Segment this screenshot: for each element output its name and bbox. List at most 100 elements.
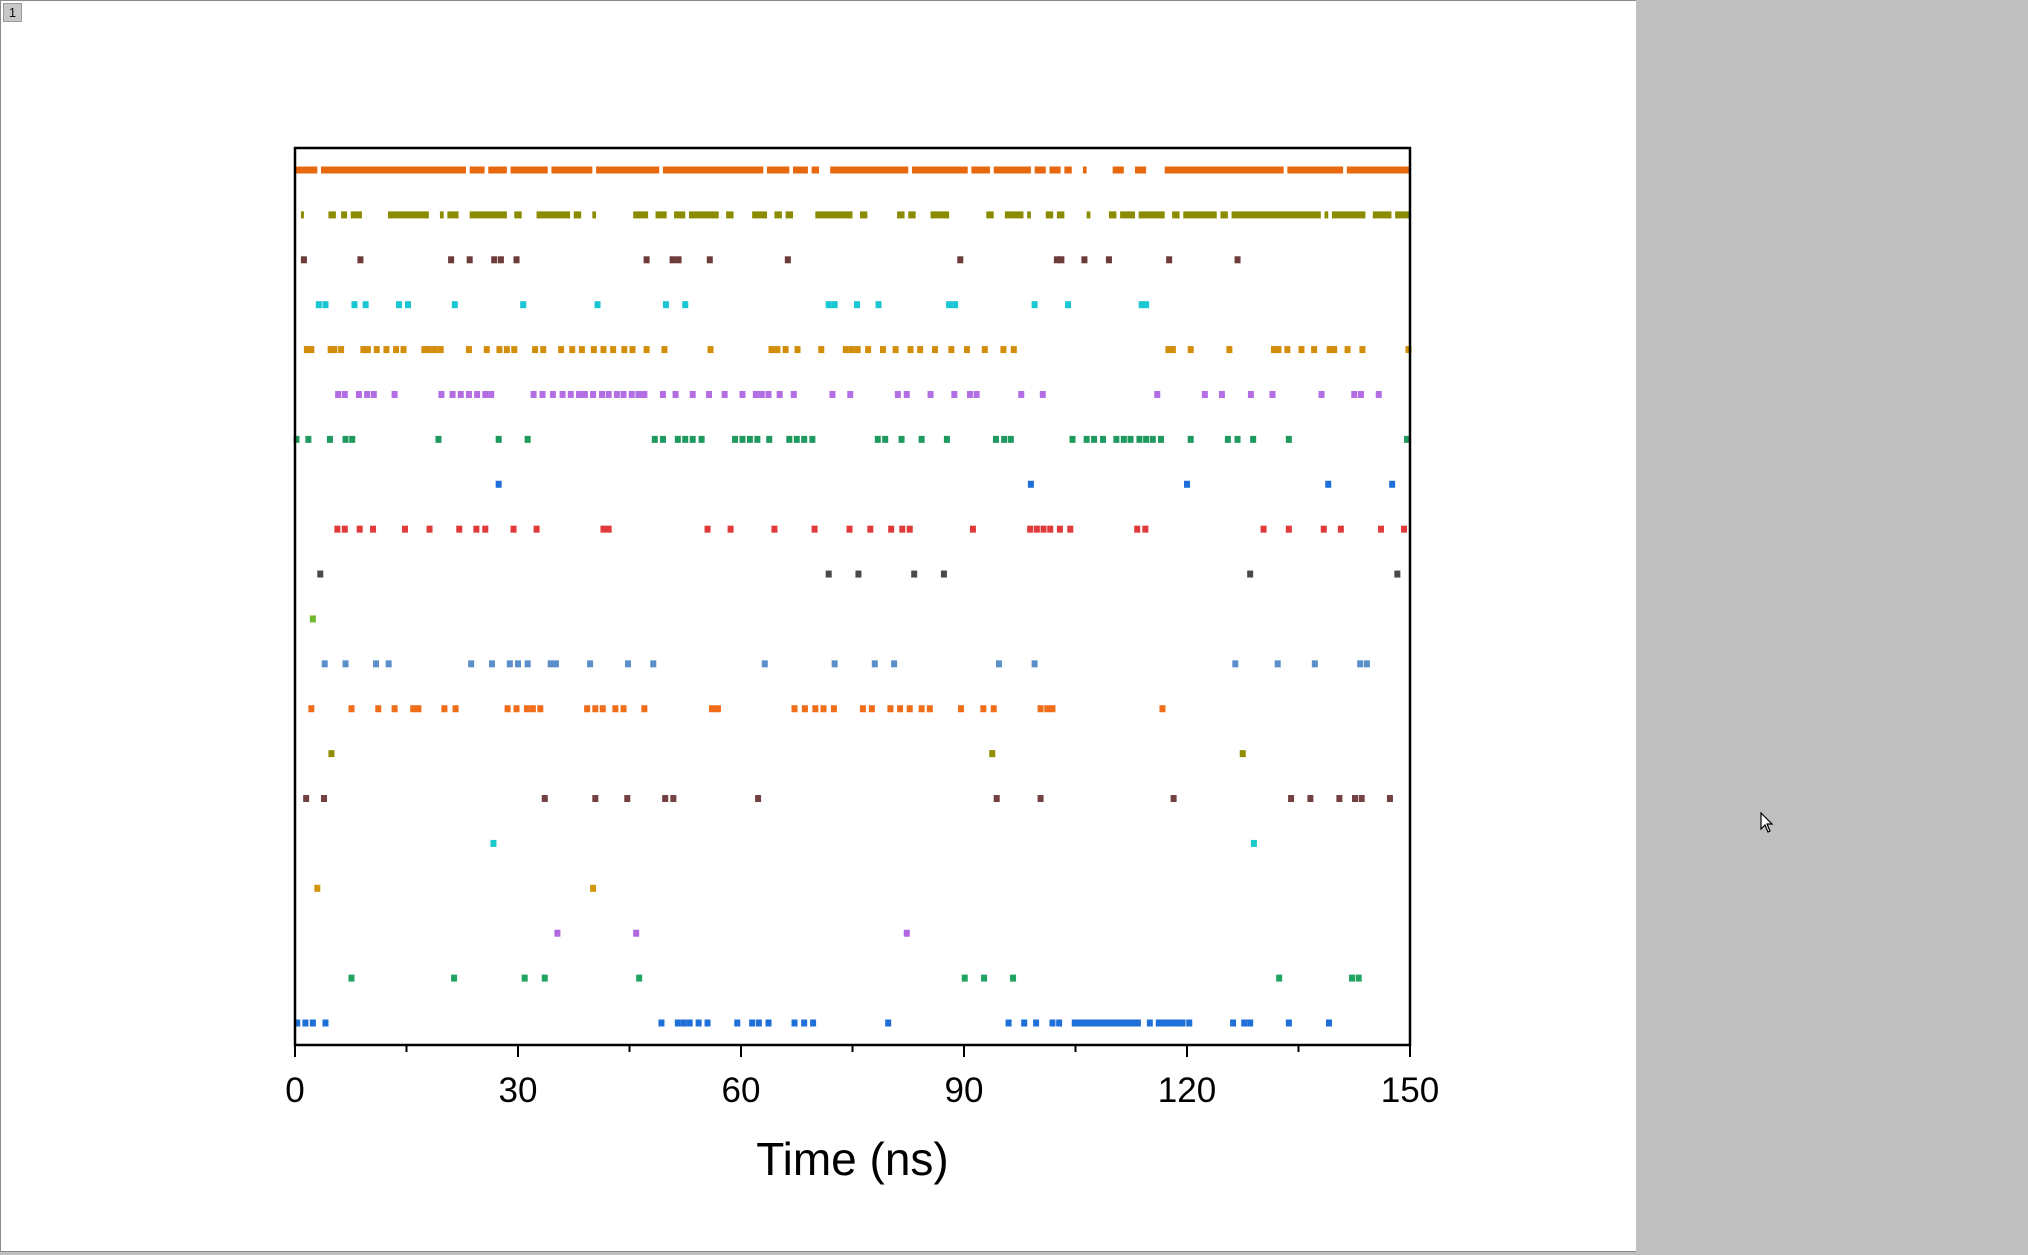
event-point — [636, 974, 643, 982]
event-point — [370, 390, 377, 398]
event-point — [348, 705, 355, 713]
event-point — [1357, 660, 1364, 668]
event-point — [1169, 346, 1176, 354]
event-point — [624, 795, 631, 803]
event-point — [911, 570, 918, 578]
event-point — [302, 1019, 309, 1027]
event-point — [704, 1019, 711, 1027]
event-point — [539, 390, 546, 398]
event-point — [887, 705, 894, 713]
event-point — [393, 346, 400, 354]
event-point — [1337, 525, 1344, 533]
event-point — [567, 390, 574, 398]
event-point — [674, 435, 681, 443]
event-point — [1285, 525, 1292, 533]
event-point — [1143, 301, 1150, 309]
event-point — [1359, 346, 1366, 354]
event-segment — [752, 211, 768, 219]
event-point — [1044, 705, 1051, 713]
event-segment — [551, 166, 593, 174]
event-point — [1170, 795, 1177, 803]
plot-marks — [293, 166, 1412, 1027]
event-point — [605, 390, 612, 398]
event-point — [898, 435, 905, 443]
event-point — [1394, 570, 1401, 578]
event-point — [293, 435, 300, 443]
event-point — [1186, 1019, 1193, 1027]
event-point — [1250, 839, 1257, 847]
event-point — [370, 525, 377, 533]
event-point — [981, 346, 988, 354]
event-point — [1224, 435, 1231, 443]
event-point — [435, 435, 442, 443]
event-point — [926, 705, 933, 713]
event-segment — [1004, 211, 1024, 219]
event-point — [1247, 570, 1254, 578]
event-point — [1033, 525, 1040, 533]
event-point — [351, 301, 358, 309]
event-point — [513, 705, 520, 713]
event-point — [349, 435, 356, 443]
event-point — [946, 301, 953, 309]
event-point — [364, 346, 371, 354]
event-point — [1275, 346, 1282, 354]
event-point — [488, 660, 495, 668]
event-point — [1047, 525, 1054, 533]
event-point — [658, 1019, 665, 1027]
page-number-badge[interactable]: 1 — [3, 3, 22, 22]
event-point — [1349, 974, 1356, 982]
event-point — [309, 1019, 316, 1027]
event-point — [504, 705, 511, 713]
event-point — [675, 256, 682, 264]
event-point — [457, 390, 464, 398]
event-point — [992, 435, 999, 443]
event-point — [592, 705, 599, 713]
event-segment — [726, 211, 734, 219]
event-point — [468, 660, 475, 668]
event-point — [341, 390, 348, 398]
event-point — [559, 390, 566, 398]
event-point — [569, 346, 576, 354]
event-segment — [341, 211, 348, 219]
event-point — [465, 390, 472, 398]
event-point — [520, 301, 527, 309]
event-point — [790, 390, 797, 398]
event-point — [812, 705, 819, 713]
event-point — [768, 346, 775, 354]
event-point — [1351, 390, 1358, 398]
event-point — [791, 705, 798, 713]
event-point — [441, 705, 448, 713]
event-point — [918, 705, 925, 713]
event-point — [1049, 1019, 1056, 1027]
event-point — [305, 435, 312, 443]
event-point — [402, 525, 409, 533]
event-point — [1053, 256, 1060, 264]
event-segment — [1331, 211, 1366, 219]
event-point — [449, 390, 456, 398]
event-segment — [785, 211, 794, 219]
event-point — [600, 346, 607, 354]
event-point — [451, 974, 458, 982]
event-point — [682, 435, 689, 443]
event-point — [558, 346, 565, 354]
event-point — [575, 390, 582, 398]
event-point — [360, 346, 367, 354]
event-point — [451, 301, 458, 309]
event-point — [907, 346, 914, 354]
event-point — [674, 1019, 681, 1027]
event-point — [1311, 346, 1318, 354]
event-point — [940, 570, 947, 578]
event-point — [1234, 435, 1241, 443]
event-point — [659, 390, 666, 398]
event-point — [1241, 1019, 1248, 1027]
event-segment — [911, 166, 968, 174]
event-point — [885, 1019, 892, 1027]
event-point — [524, 660, 531, 668]
event-point — [662, 795, 669, 803]
event-point — [322, 1019, 329, 1027]
event-point — [784, 256, 791, 264]
event-point — [963, 346, 970, 354]
event-segment — [596, 166, 660, 174]
event-point — [1325, 480, 1332, 488]
